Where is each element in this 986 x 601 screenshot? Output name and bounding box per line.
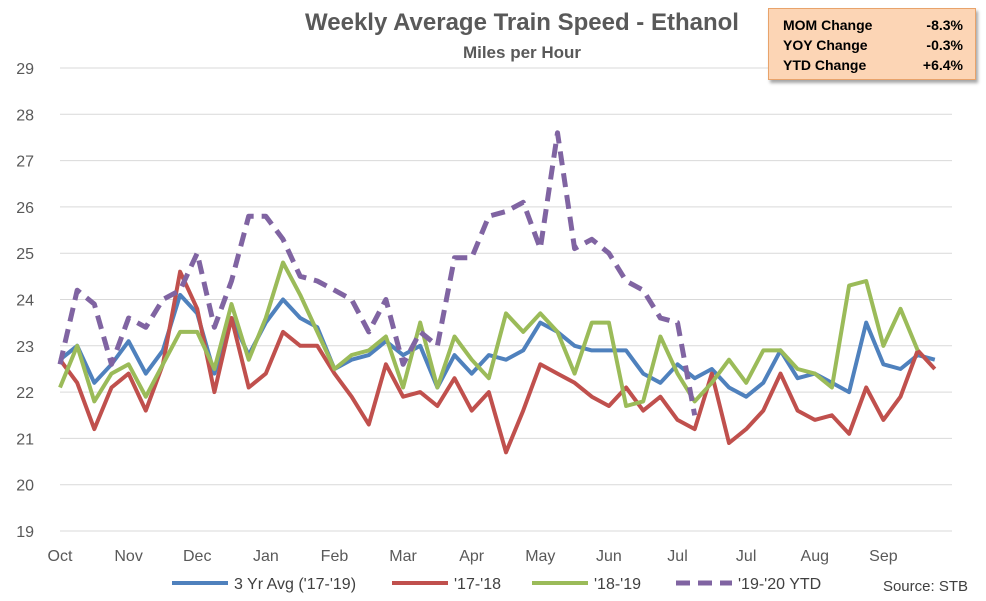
stat-label: MOM Change bbox=[783, 17, 873, 33]
legend-label-avg: 3 Yr Avg ('17-'19) bbox=[234, 576, 356, 593]
x-tick-label: Mar bbox=[389, 548, 417, 565]
y-tick-label: 19 bbox=[16, 524, 34, 541]
stat-value: -0.3% bbox=[926, 37, 963, 53]
x-tick-label: Jul bbox=[667, 548, 687, 565]
plot-area bbox=[57, 130, 937, 455]
y-tick-label: 22 bbox=[16, 385, 34, 402]
y-tick-label: 29 bbox=[16, 61, 34, 78]
stat-label: YOY Change bbox=[783, 37, 868, 53]
series-line-y1920 bbox=[57, 130, 698, 416]
y-tick-label: 28 bbox=[16, 107, 34, 124]
source-note: Source: STB bbox=[883, 578, 968, 595]
y-tick-label: 20 bbox=[16, 478, 34, 495]
x-tick-label: Jan bbox=[253, 548, 279, 565]
y-tick-label: 26 bbox=[16, 200, 34, 217]
y-axis: 19 20 21 22 23 24 25 26 27 28 29 bbox=[16, 61, 34, 541]
legend-label-y1718: '17-'18 bbox=[454, 576, 501, 593]
y-tick-label: 25 bbox=[16, 246, 34, 263]
x-tick-label: Feb bbox=[321, 548, 349, 565]
chart-title: Weekly Average Train Speed - Ethanol bbox=[305, 9, 739, 36]
x-tick-label: Apr bbox=[459, 548, 485, 565]
x-tick-label: Jun bbox=[596, 548, 622, 565]
x-tick-label: Nov bbox=[114, 548, 142, 565]
legend-label-y1920: '19-'20 YTD bbox=[738, 576, 821, 593]
x-tick-label: Oct bbox=[48, 548, 73, 565]
legend-label-y1819: '18-'19 bbox=[594, 576, 641, 593]
x-tick-label: May bbox=[525, 548, 555, 565]
stat-row-yoy: YOY Change -0.3% bbox=[783, 35, 963, 55]
y-tick-label: 23 bbox=[16, 339, 34, 356]
x-tick-label: Sep bbox=[869, 548, 898, 565]
legend: 3 Yr Avg ('17-'19) '17-'18 '18-'19 '19-'20 … bbox=[172, 576, 821, 593]
series-line-y1718 bbox=[58, 269, 937, 455]
chart-subtitle: Miles per Hour bbox=[463, 43, 581, 62]
stat-label: YTD Change bbox=[783, 57, 867, 73]
stat-value: -8.3% bbox=[926, 17, 963, 33]
stat-value: +6.4% bbox=[922, 57, 963, 73]
x-tick-label: Dec bbox=[183, 548, 211, 565]
y-tick-label: 24 bbox=[16, 293, 34, 310]
change-stats-box: MOM Change -8.3% YOY Change -0.3% YTD Ch… bbox=[768, 8, 976, 80]
y-tick-label: 27 bbox=[16, 154, 34, 171]
x-tick-label: Jul bbox=[736, 548, 756, 565]
x-axis: Oct Nov Dec Jan Feb Mar Apr May Jun Jul Jul Aug Sep bbox=[48, 548, 898, 565]
gridlines bbox=[60, 67, 952, 532]
series-line-y1819 bbox=[58, 260, 920, 408]
stat-row-mom: MOM Change -8.3% bbox=[783, 15, 963, 35]
x-tick-label: Aug bbox=[801, 548, 829, 565]
y-tick-label: 21 bbox=[16, 431, 34, 448]
stat-row-ytd: YTD Change +6.4% bbox=[783, 55, 963, 75]
